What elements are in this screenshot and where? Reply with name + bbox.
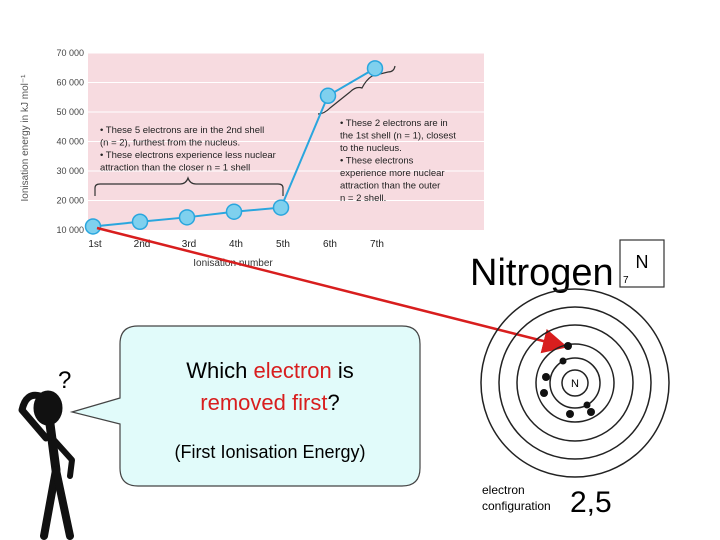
electron [564,342,572,350]
y-tick-label: 30 000 [56,166,84,176]
y-tick-label: 10 000 [56,225,84,235]
data-point [366,60,384,77]
data-point [84,218,102,235]
element-symbol: N [636,252,649,272]
figure-leg-left [40,466,60,540]
bubble-subtext: (First Ionisation Energy) [174,442,365,462]
x-tick-label: 4th [229,239,243,250]
y-tick-label: 20 000 [56,196,84,206]
config-value: 2,5 [570,486,612,519]
speech-bubble [69,325,421,487]
annotation-line: • These 2 electrons are in [340,118,448,129]
left-brace [94,176,284,196]
data-point [319,87,337,105]
electron [559,357,567,365]
annotation-line: (n = 2), furthest from the nucleus. [100,138,240,149]
shell-ring [516,324,634,442]
left-annotation: • These 5 electrons are in the 2nd shell… [100,125,276,174]
annotation-line: • These electrons experience less nuclea… [100,150,276,161]
figure-body [45,419,61,475]
shell-ring [535,343,615,423]
atom-model: N [480,288,670,478]
shell-ring [549,357,601,409]
q2-end-text: ? [327,390,339,415]
data-point [131,213,149,230]
y-tick-label: 70 000 [56,48,84,58]
annotation-line: experience more nuclear [340,168,445,179]
red-arrow [96,226,568,354]
q1-text: Which [186,358,253,383]
nucleus-label: N [571,378,579,390]
x-tick-label: 6th [323,239,337,250]
element-name: Nitrogen [470,252,614,294]
bubble-question-line1: Which electron is [186,358,354,383]
q1-end-text: is [332,358,354,383]
x-tick-label: 5th [276,239,290,250]
shell-ring [498,306,652,460]
annotation-line: attraction than the outer [340,181,440,192]
atomic-number: 7 [623,275,629,286]
x-tick-label: 1st [88,239,102,250]
right-annotation: • These 2 electrons are in the 1st shell… [340,118,456,204]
x-tick-label: 7th [370,239,384,250]
figure-arm-lower [51,437,75,479]
electron [583,401,591,409]
annotation-line: • These electrons [340,156,414,167]
y-tick-label: 40 000 [56,137,84,147]
right-brace [317,65,396,115]
bubble-question-line2: removed first? [200,390,339,415]
thinking-stick-figure: ? [18,367,75,540]
element-symbol-box [619,239,665,288]
figure-leg-right [52,466,74,540]
annotation-line: attraction than the closer n = 1 shell [100,163,250,174]
electron [566,410,574,418]
q1-red-text: electron [253,358,331,383]
x-tick-label: 3rd [182,239,196,250]
annotation-line: to the nucleus. [340,143,402,154]
data-point [272,199,290,216]
nucleus [561,369,589,397]
question-mark: ? [58,367,71,394]
ionisation-energy-chart: 10 000 20 000 30 000 40 000 50 000 60 000 70 0… [20,48,484,269]
config-label-line2: configuration [482,499,551,513]
y-axis-label: Ionisation energy in kJ mol⁻¹ [20,74,31,202]
shell-ring [480,288,670,478]
electron [587,408,595,416]
config-label-line1: electron [482,483,525,497]
x-tick-label: 2nd [134,239,151,250]
data-point [225,203,243,220]
data-point [178,209,196,226]
annotation-line: the 1st shell (n = 1), closest [340,131,456,142]
y-tick-label: 60 000 [56,78,84,88]
annotation-line: • These 5 electrons are in the 2nd shell [100,125,264,136]
q2-red-text: removed first [200,390,327,415]
figure-arm-raised [18,391,50,442]
electron [542,373,550,381]
y-tick-label: 50 000 [56,107,84,117]
annotation-line: n = 2 shell. [340,193,386,204]
electron [540,389,548,397]
